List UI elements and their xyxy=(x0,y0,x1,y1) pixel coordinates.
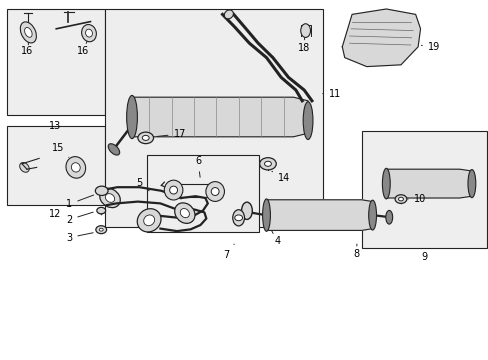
Circle shape xyxy=(234,215,242,221)
Ellipse shape xyxy=(467,170,475,198)
Circle shape xyxy=(259,158,276,170)
Ellipse shape xyxy=(20,22,36,43)
Ellipse shape xyxy=(81,24,96,42)
Ellipse shape xyxy=(205,181,224,202)
Ellipse shape xyxy=(180,208,189,218)
Text: 7: 7 xyxy=(223,244,234,260)
Ellipse shape xyxy=(143,215,154,226)
Ellipse shape xyxy=(241,202,252,220)
Circle shape xyxy=(97,207,105,214)
Ellipse shape xyxy=(105,194,114,202)
Text: 10: 10 xyxy=(407,194,425,204)
Ellipse shape xyxy=(262,199,270,231)
Text: 16: 16 xyxy=(77,41,89,56)
Circle shape xyxy=(394,195,406,203)
Ellipse shape xyxy=(211,188,219,195)
Polygon shape xyxy=(266,200,372,230)
Ellipse shape xyxy=(126,95,137,139)
Circle shape xyxy=(142,135,149,140)
Text: 11: 11 xyxy=(322,89,341,99)
Ellipse shape xyxy=(100,188,120,208)
Ellipse shape xyxy=(385,211,392,224)
Text: 2: 2 xyxy=(66,212,93,225)
Ellipse shape xyxy=(300,24,310,37)
Bar xyxy=(105,9,322,227)
Ellipse shape xyxy=(174,203,195,223)
Polygon shape xyxy=(342,9,420,67)
Bar xyxy=(7,9,105,115)
Ellipse shape xyxy=(137,209,161,232)
Circle shape xyxy=(99,228,103,231)
Ellipse shape xyxy=(66,157,85,178)
Circle shape xyxy=(96,226,106,234)
Circle shape xyxy=(264,161,271,166)
Text: 9: 9 xyxy=(420,252,426,262)
Circle shape xyxy=(398,197,403,201)
Bar xyxy=(7,126,105,205)
Text: 8: 8 xyxy=(352,244,358,259)
Ellipse shape xyxy=(20,162,29,172)
Bar xyxy=(146,155,259,232)
Text: 12: 12 xyxy=(49,209,61,219)
Text: 1: 1 xyxy=(66,195,94,209)
Ellipse shape xyxy=(224,10,233,19)
Text: 16: 16 xyxy=(20,46,33,56)
Text: 15: 15 xyxy=(51,143,69,157)
Ellipse shape xyxy=(24,27,32,37)
Ellipse shape xyxy=(303,102,312,140)
Text: 5: 5 xyxy=(136,178,149,191)
Ellipse shape xyxy=(368,200,376,230)
Ellipse shape xyxy=(164,180,183,200)
Polygon shape xyxy=(386,169,471,198)
Text: 19: 19 xyxy=(421,42,439,52)
Text: 17: 17 xyxy=(157,129,185,139)
Text: 14: 14 xyxy=(271,171,289,183)
Ellipse shape xyxy=(85,29,92,37)
Ellipse shape xyxy=(232,210,244,226)
Polygon shape xyxy=(132,97,307,137)
Ellipse shape xyxy=(169,186,177,194)
Ellipse shape xyxy=(108,144,120,155)
Text: 6: 6 xyxy=(195,156,201,177)
Ellipse shape xyxy=(382,168,389,199)
Text: 13: 13 xyxy=(49,121,61,131)
Ellipse shape xyxy=(71,163,80,172)
Bar xyxy=(361,131,486,248)
Text: 18: 18 xyxy=(297,37,310,53)
Text: 4: 4 xyxy=(271,231,280,246)
Circle shape xyxy=(95,186,108,195)
Text: 3: 3 xyxy=(66,233,93,243)
Circle shape xyxy=(138,132,153,144)
